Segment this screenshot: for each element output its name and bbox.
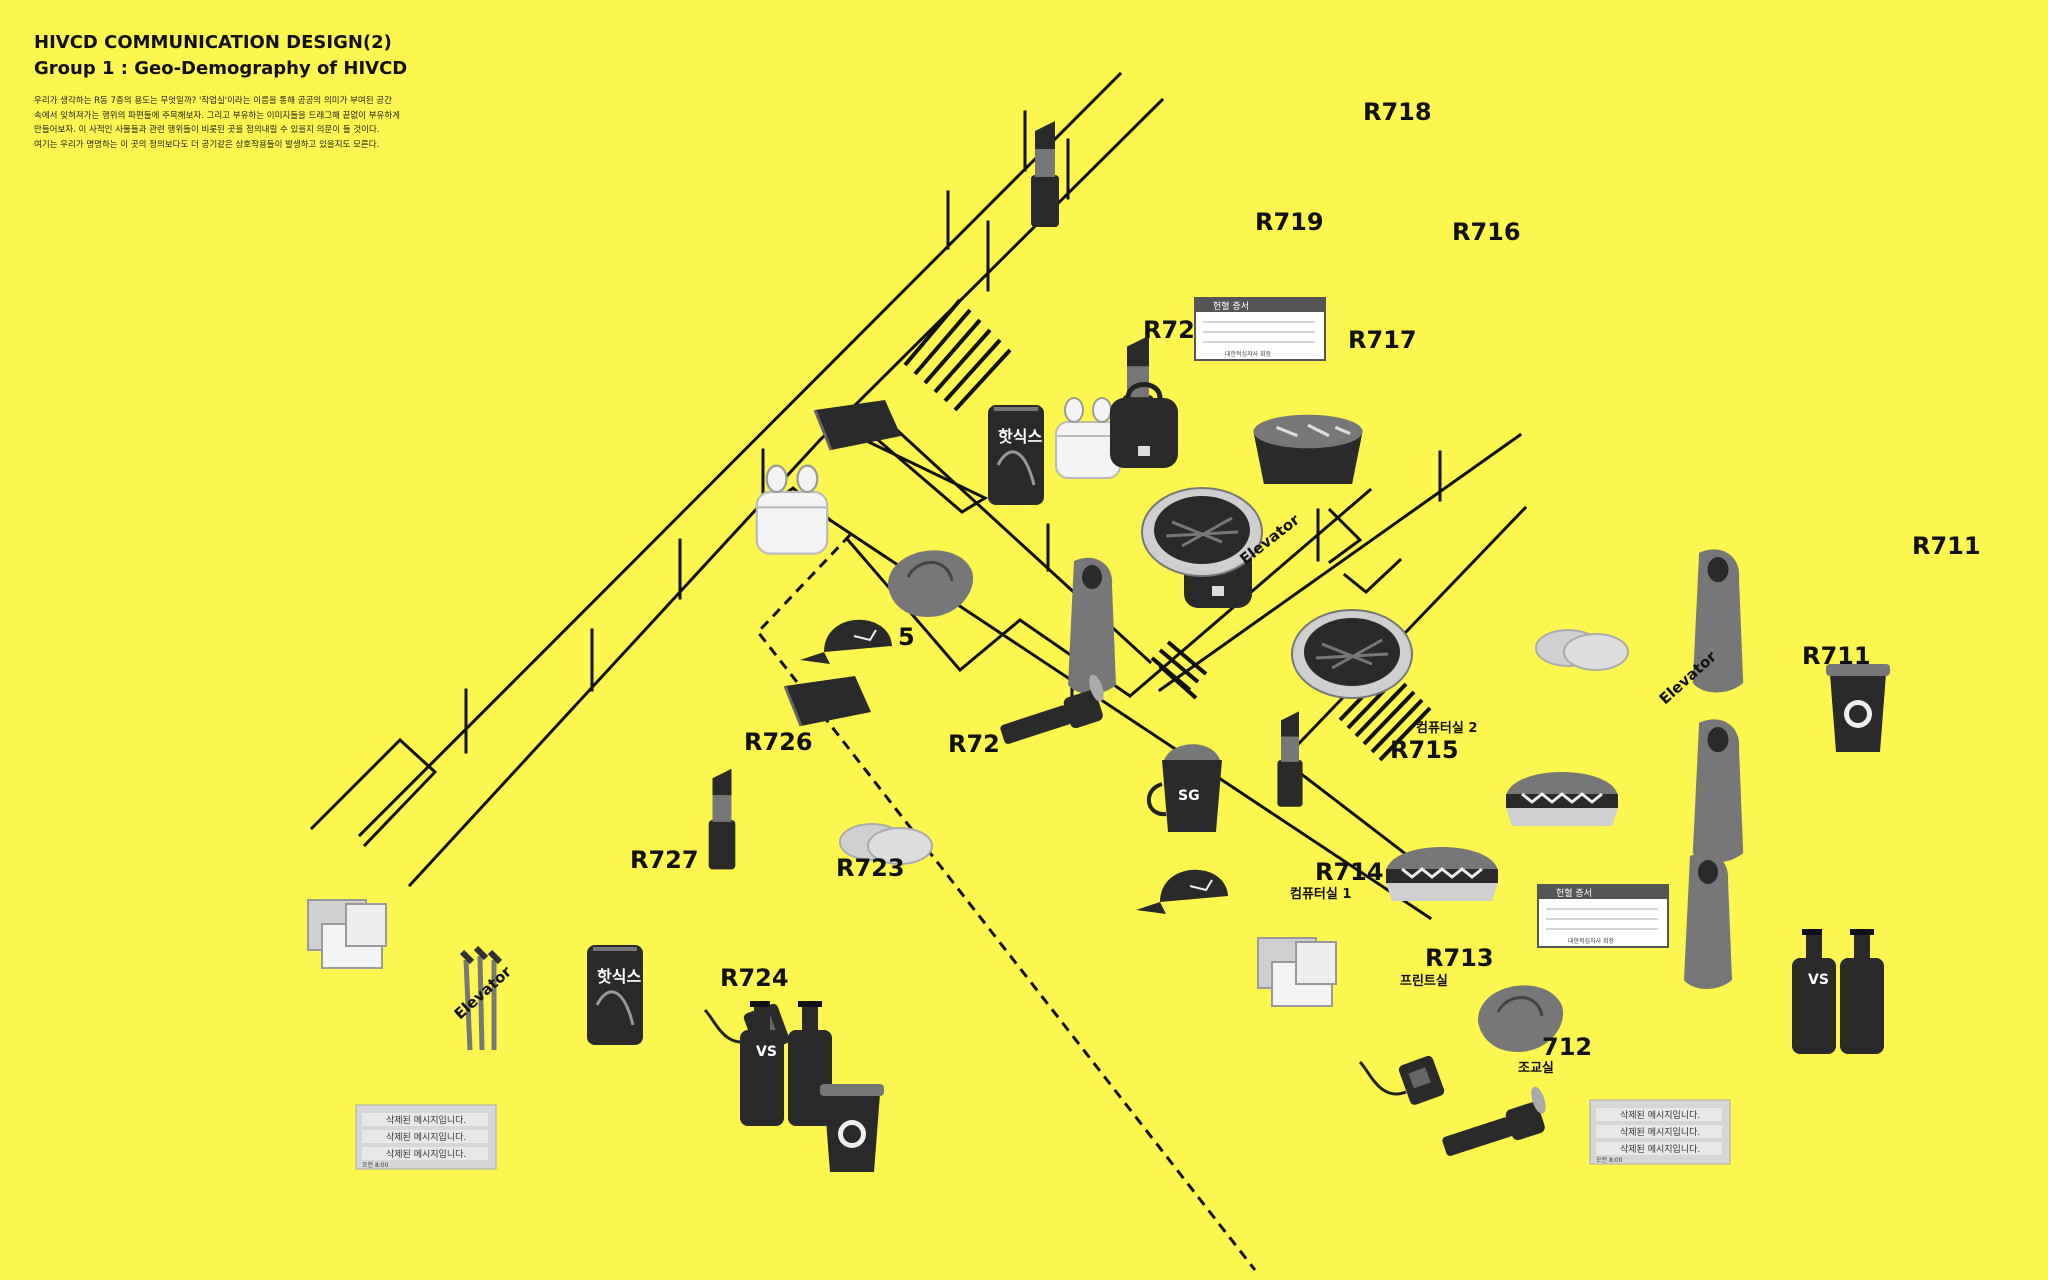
room-label-r713[interactable]: R713 xyxy=(1425,944,1494,972)
sleeping-bag-right-3[interactable] xyxy=(1684,852,1732,989)
room-label-r717[interactable]: R717 xyxy=(1348,326,1417,354)
room-label-r722[interactable]: R72 xyxy=(948,730,1000,758)
wallet-top[interactable] xyxy=(813,398,903,452)
room-label-r724[interactable]: R724 xyxy=(720,964,789,992)
description-line: 여기는 우리가 명명하는 이 곳의 정의보다도 더 공기같은 상호작용들이 발생… xyxy=(34,139,380,150)
room-note-computer1: 컴퓨터실 1 xyxy=(1290,886,1351,902)
stairs-hatch-middle xyxy=(1150,640,1208,700)
description-line: 속에서 잊혀져가는 행위의 파편들에 주목해보자. 그리고 부유하는 이미지들을… xyxy=(34,110,400,121)
description: 우리가 생각하는 R동 7층의 용도는 무엇일까? '작업실'이라는 이름을 통… xyxy=(34,94,494,152)
shampoo-bottles-right[interactable] xyxy=(1792,932,1884,1054)
starbucks-cup-right[interactable] xyxy=(1826,664,1890,752)
soap-left[interactable] xyxy=(307,899,387,969)
can-brand-upper: 핫식스 xyxy=(998,427,1042,446)
sleeping-bag-right-2[interactable] xyxy=(1692,719,1744,863)
header: HIVCD COMMUNICATION DESIGN(2) Group 1 : … xyxy=(34,30,494,152)
svg-text:대한적십자사 회장: 대한적십자사 회장 xyxy=(1568,937,1615,945)
bottle-caps-right[interactable] xyxy=(1535,629,1629,671)
description-line: 우리가 생각하는 R동 7층의 용도는 무엇일까? '작업실'이라는 이름을 통… xyxy=(34,96,392,106)
svg-text:삭제된 메시지입니다.: 삭제된 메시지입니다. xyxy=(386,1148,466,1160)
message-notice-right[interactable]: 삭제된 메시지입니다. 삭제된 메시지입니다. 삭제된 메시지입니다. 오전 8… xyxy=(1589,1099,1731,1165)
room-note-computer2: 컴퓨터실 2 xyxy=(1416,720,1477,736)
bottle-brand-right: VS xyxy=(1808,972,1829,988)
room-label-r718[interactable]: R718 xyxy=(1363,98,1432,126)
room-label-r714[interactable]: R714 xyxy=(1315,858,1384,886)
svg-text:오전 8:00: 오전 8:00 xyxy=(1596,1156,1623,1164)
room-label-r716[interactable]: R716 xyxy=(1452,218,1521,246)
room-label-r723[interactable]: R723 xyxy=(836,854,905,882)
room-label-r712[interactable]: 712 xyxy=(1542,1033,1592,1061)
room-label-r711-top[interactable]: R711 xyxy=(1912,532,1981,560)
airpods-left[interactable] xyxy=(755,464,829,555)
donation-card-upper[interactable]: 헌혈 증서 대한적십자사 회장 xyxy=(1194,297,1326,361)
room-label-r72x[interactable]: R72 xyxy=(1143,316,1195,344)
can-upper[interactable] xyxy=(986,403,1046,507)
starbucks-cup-lower[interactable] xyxy=(820,1084,884,1172)
room-label-r719[interactable]: R719 xyxy=(1255,208,1324,236)
svg-text:헌혈 증서: 헌혈 증서 xyxy=(1556,887,1592,899)
sandwich-center[interactable] xyxy=(1384,845,1500,903)
svg-text:삭제된 메시지입니다.: 삭제된 메시지입니다. xyxy=(1620,1143,1700,1155)
cup-text: SG xyxy=(1178,788,1200,804)
stairs-hatch-upper xyxy=(903,298,1012,412)
svg-text:삭제된 메시지입니다.: 삭제된 메시지입니다. xyxy=(386,1131,466,1143)
lipstick-r715[interactable] xyxy=(1277,711,1303,807)
page-title: HIVCD COMMUNICATION DESIGN(2) xyxy=(34,32,392,53)
noodle-bowl[interactable] xyxy=(1251,413,1365,486)
soap-right[interactable] xyxy=(1257,937,1337,1007)
tart-lower[interactable] xyxy=(1290,608,1414,700)
message-notice-left[interactable]: 삭제된 메시지입니다. 삭제된 메시지입니다. 삭제된 메시지입니다. 오전 8… xyxy=(355,1104,497,1170)
bottle-brand: VS xyxy=(756,1044,777,1060)
page-subtitle: Group 1 : Geo-Demography of HIVCD xyxy=(34,58,408,79)
description-line: 만들어보자. 이 사적인 사물들과 관련 행위들이 비롯된 곳을 정의내릴 수 … xyxy=(34,125,380,135)
svg-text:오전 8:00: 오전 8:00 xyxy=(362,1161,389,1169)
room-label-r711[interactable]: R711 xyxy=(1802,642,1871,670)
lipstick-r719[interactable] xyxy=(1031,121,1059,227)
sleeping-bag-center[interactable] xyxy=(1068,557,1116,694)
flashlight-lower[interactable] xyxy=(1441,1084,1549,1157)
room-note-print: 프린트실 xyxy=(1400,973,1448,989)
wallet-mid[interactable] xyxy=(783,674,873,728)
svg-text:헌혈 증서: 헌혈 증서 xyxy=(1213,300,1249,312)
cap-upper[interactable] xyxy=(799,618,893,665)
svg-text:삭제된 메시지입니다.: 삭제된 메시지입니다. xyxy=(1620,1109,1700,1121)
lipstick-r727[interactable] xyxy=(708,768,736,870)
svg-text:삭제된 메시지입니다.: 삭제된 메시지입니다. xyxy=(1620,1126,1700,1138)
svg-text:삭제된 메시지입니다.: 삭제된 메시지입니다. xyxy=(386,1114,466,1126)
cap-lower[interactable] xyxy=(1135,868,1229,915)
can-brand-lower: 핫식스 xyxy=(597,967,641,986)
charger-lower[interactable] xyxy=(1358,1052,1448,1108)
can-lower[interactable] xyxy=(585,943,645,1047)
sandwich-right[interactable] xyxy=(1504,770,1620,828)
room-label-r715[interactable]: R715 xyxy=(1390,736,1459,764)
room-label-r726[interactable]: R726 xyxy=(744,728,813,756)
svg-text:대한적십자사 회장: 대한적십자사 회장 xyxy=(1225,350,1272,358)
room-label-r727[interactable]: R727 xyxy=(630,846,699,874)
flashlight-upper[interactable] xyxy=(999,672,1107,745)
donation-card-lower[interactable]: 헌혈 증서 대한적십자사 회장 xyxy=(1537,884,1669,948)
room-note-jogyo: 조교실 xyxy=(1518,1060,1554,1076)
room-label-r725[interactable]: 5 xyxy=(898,623,915,651)
